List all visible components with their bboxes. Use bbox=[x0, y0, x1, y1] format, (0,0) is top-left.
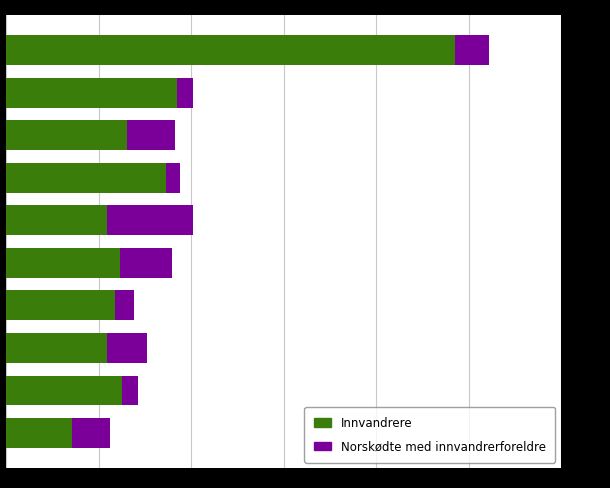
Bar bbox=[122, 376, 138, 406]
Bar bbox=[166, 163, 180, 193]
Bar bbox=[6, 205, 107, 235]
Bar bbox=[6, 418, 72, 448]
Bar bbox=[6, 163, 166, 193]
Bar bbox=[455, 35, 489, 65]
Bar bbox=[72, 418, 110, 448]
Bar bbox=[115, 290, 134, 320]
Legend: Innvandrere, Norskødte med innvandrerforeldre: Innvandrere, Norskødte med innvandrerfor… bbox=[304, 407, 555, 463]
Bar bbox=[6, 248, 120, 278]
Bar bbox=[6, 376, 122, 406]
Bar bbox=[127, 121, 175, 150]
Bar bbox=[6, 78, 177, 107]
Bar bbox=[6, 121, 127, 150]
Bar bbox=[107, 205, 193, 235]
Bar bbox=[6, 290, 115, 320]
Bar bbox=[107, 333, 147, 363]
Bar bbox=[120, 248, 171, 278]
Bar bbox=[177, 78, 193, 107]
Bar bbox=[6, 333, 107, 363]
Bar bbox=[6, 35, 455, 65]
